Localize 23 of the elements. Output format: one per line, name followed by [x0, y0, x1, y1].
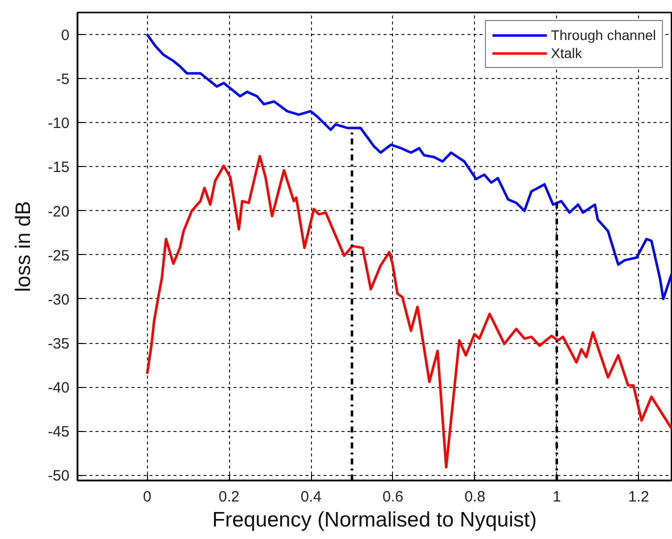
y-tick-label: -50 — [48, 468, 70, 485]
x-tick-label: 0.8 — [464, 488, 486, 506]
y-tick-label: -45 — [48, 424, 70, 441]
x-tick-label: 0 — [142, 488, 152, 506]
y-tick-label: -25 — [48, 247, 70, 264]
y-tick-label: -5 — [56, 71, 70, 88]
x-tick-label: 1 — [552, 488, 561, 506]
y-axis-title: loss in dB — [12, 200, 35, 292]
x-tick-label: 1.2 — [628, 488, 650, 506]
legend-label: Xtalk — [550, 45, 582, 61]
x-tick-label: 0.2 — [218, 488, 240, 506]
y-tick-label: -20 — [48, 203, 70, 220]
y-tick-label: 0 — [61, 27, 70, 44]
line-series — [146, 154, 672, 469]
y-tick-label: -15 — [48, 159, 70, 176]
x-axis-title: Frequency (Normalised to Nyquist) — [212, 508, 537, 532]
y-tick-label: -35 — [48, 336, 70, 353]
y-tick-label: -40 — [48, 380, 70, 397]
legend-label: Through channel — [550, 27, 656, 43]
y-tick-label: -10 — [48, 115, 70, 132]
x-tick-label: 0.6 — [382, 488, 404, 506]
y-tick-label: -30 — [48, 291, 70, 308]
x-tick-label: 0.4 — [300, 488, 322, 506]
